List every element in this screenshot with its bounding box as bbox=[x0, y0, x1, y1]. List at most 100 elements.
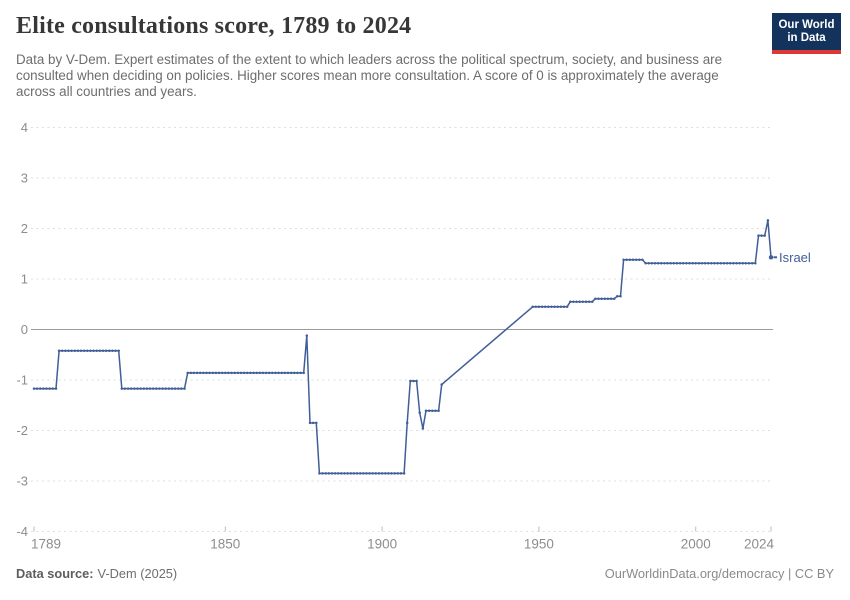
data-point[interactable] bbox=[713, 262, 716, 265]
data-point[interactable] bbox=[54, 387, 58, 390]
data-point[interactable] bbox=[264, 371, 268, 375]
data-point[interactable] bbox=[590, 300, 594, 303]
data-point[interactable] bbox=[437, 409, 440, 413]
data-point[interactable] bbox=[431, 409, 434, 413]
data-point[interactable] bbox=[183, 387, 186, 390]
data-point[interactable] bbox=[710, 262, 713, 265]
data-point[interactable] bbox=[120, 387, 124, 390]
data-point[interactable] bbox=[572, 300, 575, 303]
data-point[interactable] bbox=[763, 234, 766, 237]
data-point[interactable] bbox=[296, 371, 299, 375]
data-point[interactable] bbox=[547, 305, 550, 309]
data-point[interactable] bbox=[311, 421, 315, 425]
data-point[interactable] bbox=[82, 349, 86, 352]
data-point[interactable] bbox=[189, 371, 193, 375]
data-point[interactable] bbox=[644, 262, 647, 265]
data-point[interactable] bbox=[565, 305, 569, 309]
data-point[interactable] bbox=[104, 349, 108, 352]
data-point[interactable] bbox=[277, 371, 280, 375]
series-line-israel[interactable] bbox=[34, 219, 772, 475]
data-point[interactable] bbox=[402, 472, 406, 475]
data-point[interactable] bbox=[678, 262, 682, 265]
data-point[interactable] bbox=[681, 262, 685, 265]
data-point[interactable] bbox=[258, 371, 262, 375]
data-point[interactable] bbox=[136, 387, 139, 390]
data-point[interactable] bbox=[214, 371, 218, 375]
data-point[interactable] bbox=[365, 472, 368, 475]
data-point[interactable] bbox=[393, 472, 396, 475]
data-point[interactable] bbox=[155, 387, 158, 390]
data-point[interactable] bbox=[73, 349, 77, 352]
data-point[interactable] bbox=[39, 387, 42, 390]
data-point[interactable] bbox=[669, 262, 672, 265]
data-point[interactable] bbox=[133, 387, 136, 390]
data-point[interactable] bbox=[625, 258, 628, 262]
data-point[interactable] bbox=[349, 472, 353, 475]
data-point[interactable] bbox=[606, 297, 610, 300]
data-point[interactable] bbox=[302, 371, 305, 375]
data-point[interactable] bbox=[362, 472, 365, 475]
data-point[interactable] bbox=[205, 371, 208, 375]
data-point[interactable] bbox=[612, 297, 616, 300]
data-point[interactable] bbox=[129, 387, 133, 390]
data-point[interactable] bbox=[685, 262, 688, 265]
data-point[interactable] bbox=[716, 262, 719, 265]
data-point[interactable] bbox=[51, 387, 55, 390]
data-point[interactable] bbox=[631, 258, 635, 262]
data-point[interactable] bbox=[126, 387, 130, 390]
data-point[interactable] bbox=[738, 262, 741, 265]
data-point[interactable] bbox=[70, 349, 73, 352]
data-point[interactable] bbox=[641, 258, 644, 262]
data-point[interactable] bbox=[239, 371, 243, 375]
data-point[interactable] bbox=[440, 383, 443, 386]
data-point[interactable] bbox=[427, 409, 431, 413]
data-point[interactable] bbox=[252, 371, 255, 375]
data-point[interactable] bbox=[233, 371, 236, 375]
data-point[interactable] bbox=[173, 387, 177, 390]
data-point[interactable] bbox=[167, 387, 171, 390]
data-point[interactable] bbox=[760, 234, 763, 237]
data-point[interactable] bbox=[559, 305, 563, 309]
data-point[interactable] bbox=[177, 387, 180, 390]
data-point[interactable] bbox=[324, 472, 327, 475]
data-point[interactable] bbox=[305, 334, 309, 337]
data-point[interactable] bbox=[343, 472, 346, 475]
data-point[interactable] bbox=[653, 262, 657, 265]
data-point[interactable] bbox=[556, 305, 559, 309]
data-point[interactable] bbox=[380, 472, 384, 475]
data-point[interactable] bbox=[387, 472, 390, 475]
data-point[interactable] bbox=[117, 349, 120, 352]
data-point[interactable] bbox=[355, 472, 359, 475]
data-point[interactable] bbox=[79, 349, 83, 352]
data-point[interactable] bbox=[289, 371, 293, 375]
data-point[interactable] bbox=[750, 262, 754, 265]
data-point[interactable] bbox=[358, 472, 362, 475]
data-point[interactable] bbox=[217, 371, 221, 375]
data-point[interactable] bbox=[95, 349, 98, 352]
data-point[interactable] bbox=[164, 387, 167, 390]
data-point[interactable] bbox=[766, 219, 770, 222]
data-point[interactable] bbox=[597, 297, 600, 300]
data-point[interactable] bbox=[628, 258, 632, 262]
data-point[interactable] bbox=[211, 371, 215, 375]
data-point[interactable] bbox=[67, 349, 70, 352]
data-point[interactable] bbox=[180, 387, 183, 390]
data-point[interactable] bbox=[584, 300, 588, 303]
data-point[interactable] bbox=[371, 472, 374, 475]
data-point[interactable] bbox=[540, 305, 544, 309]
data-point[interactable] bbox=[399, 472, 403, 475]
data-point[interactable] bbox=[747, 262, 751, 265]
data-point[interactable] bbox=[283, 371, 287, 375]
data-point[interactable] bbox=[754, 262, 757, 265]
data-point[interactable] bbox=[86, 349, 89, 352]
data-point[interactable] bbox=[707, 262, 710, 265]
data-point[interactable] bbox=[634, 258, 638, 262]
data-point[interactable] bbox=[139, 387, 142, 390]
data-point[interactable] bbox=[202, 371, 205, 375]
data-point[interactable] bbox=[170, 387, 174, 390]
data-point[interactable] bbox=[76, 349, 80, 352]
data-point[interactable] bbox=[594, 297, 597, 300]
data-point[interactable] bbox=[553, 305, 556, 309]
data-point[interactable] bbox=[581, 300, 585, 303]
data-point[interactable] bbox=[659, 262, 663, 265]
